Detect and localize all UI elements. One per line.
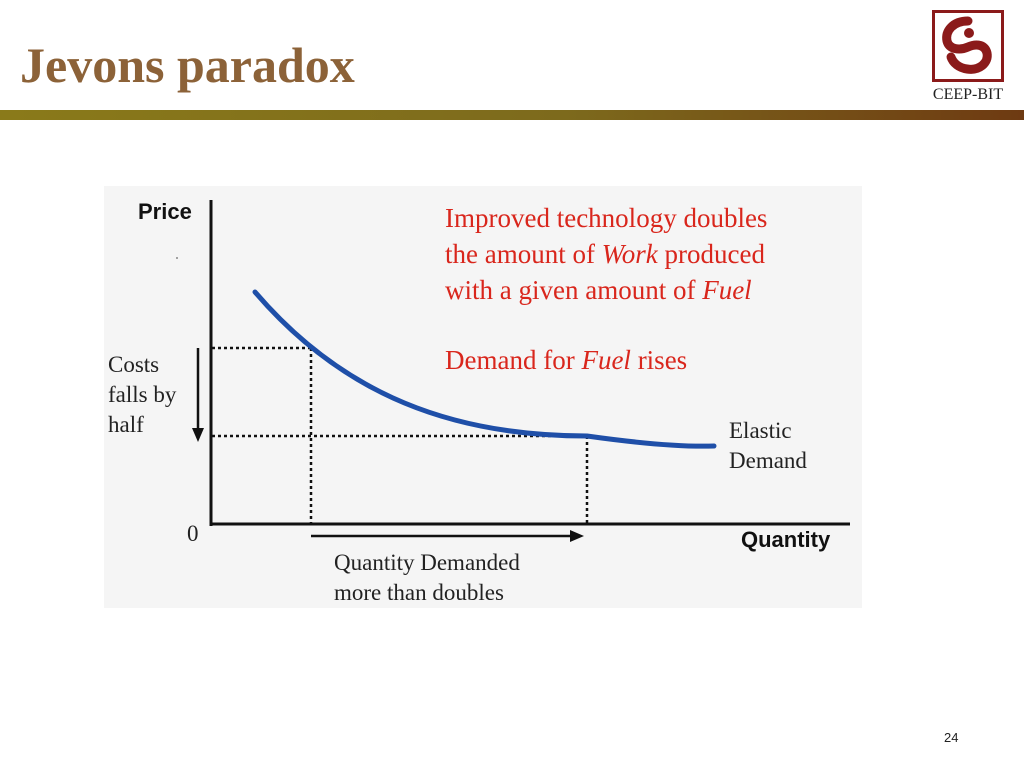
ceep-swirl-icon <box>942 16 992 74</box>
note-emphasis-fuel: Fuel <box>581 345 631 375</box>
quantity-right-arrow-head <box>570 530 584 542</box>
note-text: produced <box>657 239 765 269</box>
note-line-2: the amount of Work produced <box>445 236 767 272</box>
note-emphasis-work: Work <box>601 239 658 269</box>
cost-annotation: Costs falls by half <box>108 350 176 440</box>
x-axis-label: Quantity <box>741 527 831 552</box>
slide-title: Jevons paradox <box>20 37 355 93</box>
note-text: Demand for <box>445 345 582 375</box>
curve-label: Elastic Demand <box>729 416 807 476</box>
ceep-bit-logo: CEEP-BIT <box>928 10 1008 110</box>
quantity-annotation: Quantity Demanded more than doubles <box>334 548 520 608</box>
technology-note: Improved technology doubles the amount o… <box>445 200 767 308</box>
title-divider <box>0 110 1024 120</box>
diagram-graphics <box>176 200 850 542</box>
logo-text: CEEP-BIT <box>932 86 1004 103</box>
note-line-1: Improved technology doubles <box>445 203 768 233</box>
cost-annotation-line: falls by <box>108 382 177 407</box>
origin-label: 0 <box>187 521 199 546</box>
note-text: rises <box>630 345 688 375</box>
y-axis-label: Price <box>138 199 192 224</box>
small-mark <box>176 257 178 259</box>
jevons-figure: Price Quantity 0 Costs falls by half Qua… <box>104 186 862 608</box>
curve-label-line: Elastic <box>729 418 792 443</box>
note-emphasis-fuel: Fuel <box>702 275 752 305</box>
cost-annotation-line: half <box>108 412 144 437</box>
cost-annotation-line: Costs <box>108 352 160 377</box>
demand-note: Demand for Fuel rises <box>445 342 687 378</box>
quantity-annotation-line: Quantity Demanded <box>334 550 520 575</box>
price-down-arrow-head <box>192 428 204 442</box>
quantity-annotation-line: more than doubles <box>334 580 504 605</box>
elastic-demand-curve <box>252 289 717 449</box>
page-number: 24 <box>944 730 959 745</box>
note-line-3: with a given amount of Fuel <box>445 272 767 308</box>
logo-box <box>932 10 1004 82</box>
note-text: with a given amount of <box>445 275 703 305</box>
curve-label-line: Demand <box>729 448 807 473</box>
note-text: the amount of <box>445 239 602 269</box>
